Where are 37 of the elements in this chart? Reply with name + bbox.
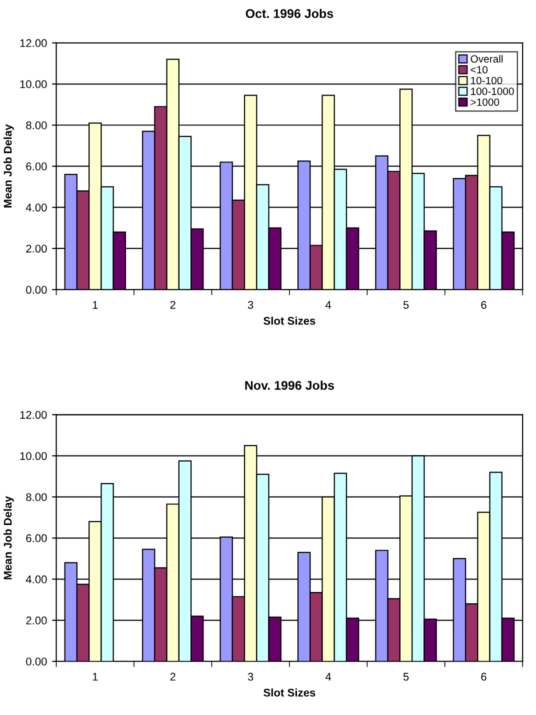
- legend-label: Overall: [470, 54, 503, 63]
- x-tick-label: 5: [403, 672, 409, 681]
- x-tick-label: 2: [170, 672, 176, 681]
- x-tick-label: 3: [248, 300, 254, 309]
- x-tick-label: 4: [325, 672, 332, 681]
- legend-label: 100-1000: [471, 88, 514, 96]
- x-tick-label: 6: [481, 300, 486, 309]
- y-axis-title: Mean Job Delay: [4, 496, 14, 580]
- x-tick-label: 1: [92, 672, 98, 681]
- y-tick-label: 8.00: [26, 121, 47, 130]
- y-tick-label: 10.00: [20, 452, 47, 460]
- x-tick-label: 3: [248, 672, 254, 681]
- y-tick-label: 4.00: [26, 575, 47, 584]
- legend-label: <10: [470, 66, 488, 74]
- y-axis-title: Mean Job Delay: [4, 124, 14, 208]
- y-tick-label: 0.00: [26, 658, 47, 666]
- chart-title: Oct. 1996 Jobs: [246, 8, 334, 18]
- x-tick-label: 5: [403, 301, 409, 309]
- y-tick-label: 6.00: [26, 162, 47, 170]
- x-axis-title: Slot Sizes: [264, 316, 316, 325]
- y-tick-label: 8.00: [26, 493, 47, 502]
- y-tick-label: 6.00: [26, 534, 47, 542]
- x-tick-label: 1: [92, 301, 98, 309]
- x-tick-label: 6: [481, 672, 486, 681]
- x-tick-label: 2: [170, 300, 176, 309]
- legend-label: 10-100: [471, 76, 502, 84]
- y-tick-label: 2.00: [26, 244, 47, 253]
- x-tick-label: 4: [325, 301, 332, 309]
- y-tick-label: 0.00: [26, 286, 47, 294]
- chart-title: Nov. 1996 Jobs: [245, 380, 334, 390]
- legend-label: >1000: [470, 98, 500, 106]
- y-tick-label: 10.00: [20, 80, 47, 88]
- y-tick-label: 2.00: [26, 616, 47, 624]
- x-axis-title: Slot Sizes: [264, 688, 316, 697]
- y-tick-label: 4.00: [26, 204, 47, 212]
- y-tick-label: 12.00: [20, 39, 47, 48]
- y-tick-label: 12.00: [20, 410, 47, 419]
